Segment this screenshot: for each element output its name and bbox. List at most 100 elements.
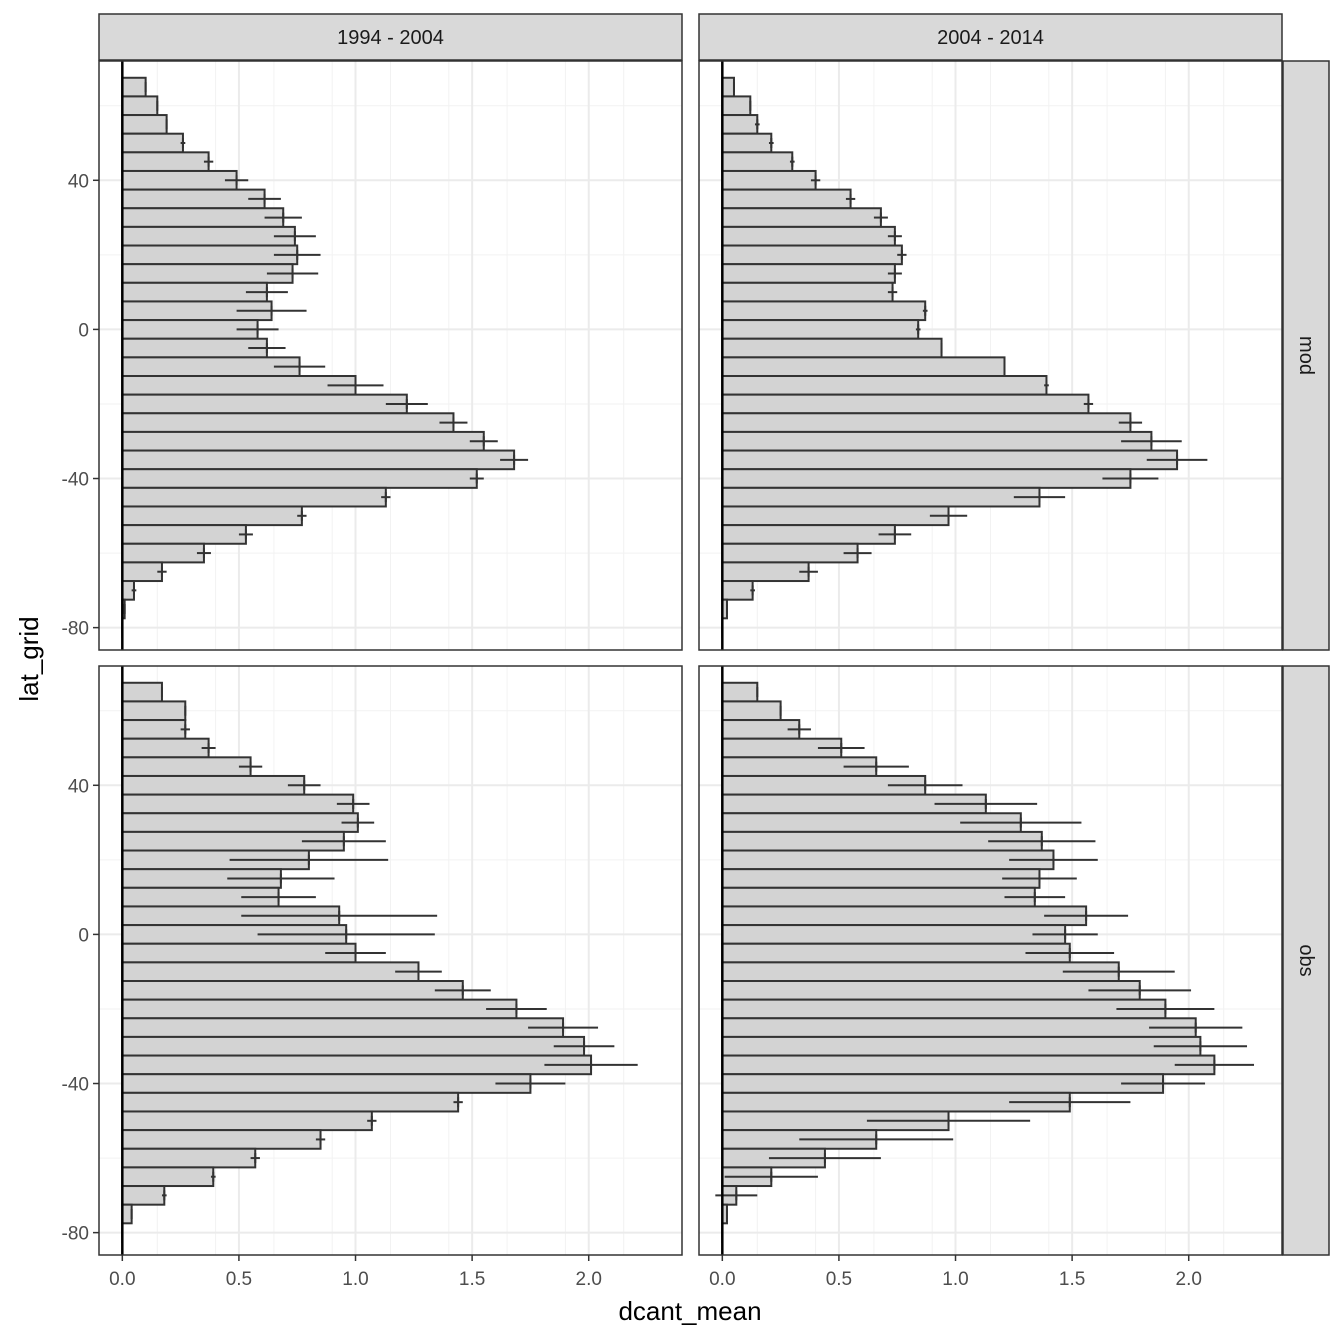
bar [721, 151, 794, 172]
bar [721, 207, 882, 228]
bar [121, 1166, 215, 1188]
bar [121, 961, 420, 983]
bar [121, 1035, 586, 1057]
bar [721, 1073, 1165, 1094]
row-strip-background [1282, 60, 1330, 651]
bar [121, 1073, 532, 1094]
bar [721, 924, 1067, 945]
bar [721, 300, 927, 322]
x-tick-label: 1.0 [342, 1269, 368, 1290]
bar [721, 468, 1132, 489]
bar [721, 225, 896, 247]
bar [721, 542, 859, 564]
column-strip-label: 2004 - 2014 [937, 27, 1044, 49]
bar [721, 337, 943, 359]
bar [721, 188, 852, 210]
y-tick-label: -80 [62, 619, 89, 640]
y-tick-label: 40 [68, 776, 89, 797]
bar [721, 980, 1141, 1001]
bar [121, 468, 478, 489]
bar [121, 1110, 373, 1132]
bar [121, 1129, 322, 1150]
bar [721, 561, 810, 583]
panel-border [98, 665, 683, 1256]
bar [721, 886, 1036, 908]
bar [721, 681, 759, 703]
bar [121, 486, 387, 508]
bar [721, 281, 894, 303]
bar [121, 700, 187, 722]
bar [121, 1203, 133, 1225]
x-tick-label: 2.0 [1176, 1269, 1202, 1290]
bar [721, 580, 754, 601]
x-tick-label: 0.0 [109, 1269, 135, 1290]
x-tick-label: 0.5 [226, 1269, 252, 1290]
bar [121, 793, 355, 815]
bar [121, 281, 268, 303]
column-strip-1: 2004 - 2014 [698, 13, 1283, 61]
x-tick-label: 1.5 [459, 1269, 485, 1290]
x-tick-label: 1.0 [942, 1269, 968, 1290]
bar [721, 505, 950, 527]
column-strip-0: 1994 - 2004 [98, 13, 683, 61]
bar [121, 188, 266, 210]
bar [121, 1054, 593, 1076]
bar [721, 95, 752, 117]
bar [121, 1147, 257, 1169]
bar [121, 737, 210, 759]
bar [121, 542, 205, 564]
x-tick-label: 0.0 [709, 1269, 735, 1290]
bar [121, 980, 464, 1001]
bar [121, 151, 210, 172]
bar [721, 356, 1006, 378]
bar [121, 505, 303, 527]
bar [121, 449, 516, 471]
panel-obs-0: 40 0 -40 -80 0.0 0.5 1.0 1.5 2.0 [62, 665, 683, 1290]
bar [721, 905, 1088, 927]
bar [721, 942, 1071, 964]
bar [121, 169, 238, 191]
y-axis-title: lat_grid [14, 616, 44, 701]
bar [721, 114, 759, 135]
row-strip-background [1282, 665, 1330, 1256]
bar [121, 774, 306, 796]
column-strip-background [698, 13, 1283, 61]
bar [721, 868, 1041, 889]
x-tick-label: 1.5 [1059, 1269, 1085, 1290]
bar [721, 849, 1055, 871]
bar [121, 207, 285, 228]
bar [121, 1185, 166, 1206]
panels-layer: 40 0 -40 -80 40 0 -40 -80 0.0 0.5 1.0 1.5 2.0 0.0 0.5 1… [62, 13, 1330, 1290]
bar [121, 524, 247, 545]
panel-border [98, 60, 683, 651]
bar [721, 319, 920, 340]
bar [121, 942, 357, 964]
row-strip-obs: obs [1282, 665, 1330, 1256]
bar [121, 356, 301, 378]
panel-mod-1 [698, 60, 1283, 651]
x-axis-title: dcant_mean [618, 1296, 761, 1326]
bar [121, 998, 518, 1020]
bar [721, 1035, 1202, 1057]
bar [721, 524, 896, 545]
bar [721, 76, 735, 98]
bar [121, 337, 268, 359]
bar [721, 961, 1120, 983]
bar [121, 430, 485, 452]
panel-border [698, 60, 1283, 651]
bar [121, 412, 455, 433]
bar [121, 681, 163, 703]
panel-obs-1: 0.0 0.5 1.0 1.5 2.0 [698, 665, 1283, 1290]
bar [721, 1054, 1216, 1076]
y-tick-label: 0 [78, 925, 89, 946]
bar [721, 263, 896, 284]
bar [721, 132, 773, 154]
bar [721, 486, 1041, 508]
row-strip-mod: mod [1282, 60, 1330, 651]
x-tick-label: 0.5 [826, 1269, 852, 1290]
bar [121, 1017, 565, 1038]
row-strip-label: obs [1295, 944, 1317, 976]
y-tick-label: -40 [62, 470, 89, 491]
bar [121, 114, 168, 135]
bar [721, 449, 1179, 471]
